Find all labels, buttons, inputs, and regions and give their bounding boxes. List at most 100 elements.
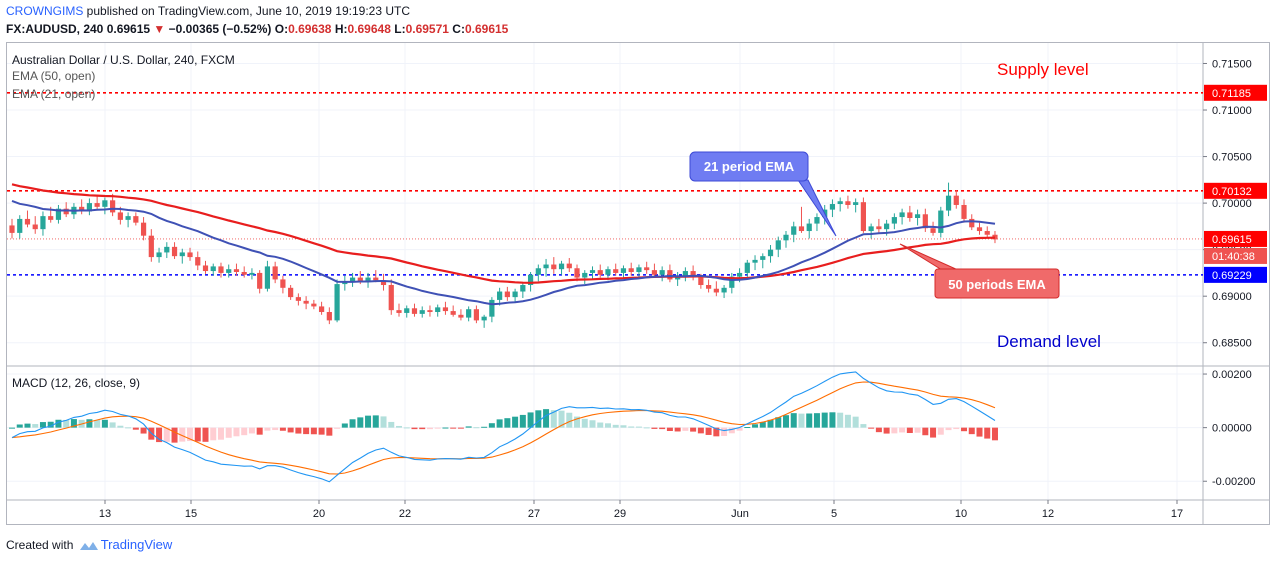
candle-body bbox=[9, 225, 15, 233]
candle-body bbox=[55, 208, 62, 220]
macd-histogram-bar bbox=[132, 427, 139, 430]
macd-histogram-bar bbox=[752, 424, 759, 428]
macd-histogram-bar bbox=[721, 427, 728, 436]
time-tick-label: 5 bbox=[831, 508, 837, 520]
candle-body bbox=[442, 307, 449, 312]
candle-body bbox=[280, 279, 286, 288]
macd-tick-label: -0.00200 bbox=[1212, 476, 1255, 488]
candle-body bbox=[195, 257, 201, 266]
macd-histogram-bar bbox=[380, 416, 387, 428]
publish-header: CROWNGIMS published on TradingView.com, … bbox=[6, 4, 410, 18]
time-tick-label: 13 bbox=[99, 508, 111, 520]
time-tick-label: 15 bbox=[185, 508, 197, 520]
candle-body bbox=[814, 217, 820, 224]
tradingview-logo-icon bbox=[79, 541, 98, 550]
macd-histogram-bar bbox=[248, 427, 255, 434]
low-label: L: bbox=[394, 22, 406, 36]
macd-histogram-bar bbox=[179, 427, 186, 442]
candle-body bbox=[357, 277, 363, 282]
open-value: 0.69638 bbox=[288, 22, 332, 36]
candle-body bbox=[435, 307, 441, 313]
macd-histogram-bar bbox=[109, 422, 116, 428]
candle-body bbox=[504, 291, 510, 298]
candle-body bbox=[706, 285, 712, 289]
candle-body bbox=[760, 256, 766, 260]
candle-body bbox=[589, 270, 596, 273]
ema-lines bbox=[11, 183, 996, 306]
macd-tick-label: 0.00200 bbox=[1212, 369, 1252, 381]
candle-body bbox=[110, 200, 116, 213]
candle-body bbox=[404, 308, 410, 313]
author-name[interactable]: CROWNGIMS bbox=[6, 4, 84, 18]
macd-histogram-bar bbox=[543, 409, 550, 428]
candle-body bbox=[373, 277, 379, 281]
symbol-line: FX:AUDUSD, 240 0.69615 bbox=[6, 22, 151, 36]
candle-body bbox=[233, 269, 240, 272]
demand-level-label: Demand level bbox=[997, 332, 1101, 351]
candle-body bbox=[303, 300, 309, 304]
candle-body bbox=[899, 212, 905, 218]
macd-histogram-bar bbox=[326, 427, 333, 436]
candle-body bbox=[853, 202, 859, 205]
candle-body bbox=[775, 240, 781, 250]
candle-body bbox=[489, 299, 495, 317]
tradingview-brand[interactable]: TradingView bbox=[100, 537, 173, 552]
macd-histogram-bar bbox=[419, 427, 426, 430]
candle-body bbox=[396, 310, 402, 313]
candle-body bbox=[914, 214, 921, 218]
macd-histogram-bar bbox=[519, 414, 526, 428]
macd-histogram-bar bbox=[194, 427, 201, 442]
macd-histogram-bar bbox=[705, 427, 712, 435]
macd-histogram-bar bbox=[589, 420, 596, 428]
macd-line bbox=[11, 371, 996, 483]
candle-body bbox=[264, 266, 271, 289]
macd-histogram-bar bbox=[512, 416, 519, 428]
macd-histogram-bar bbox=[334, 427, 341, 429]
macd-histogram-bar bbox=[450, 427, 457, 429]
macd-histogram-bar bbox=[682, 427, 689, 431]
macd-histogram-bar bbox=[620, 425, 627, 428]
candle-body bbox=[620, 268, 627, 273]
chart-frame bbox=[6, 42, 1270, 525]
macd-histogram-bar bbox=[9, 427, 15, 429]
macd-histogram-bar bbox=[287, 427, 294, 433]
macd-histogram-bar bbox=[171, 427, 178, 443]
candle-body bbox=[976, 227, 983, 232]
time-tick-label: 17 bbox=[1171, 508, 1183, 520]
high-label: H: bbox=[334, 22, 348, 36]
candle-body bbox=[450, 311, 456, 315]
price-change: −0.00365 (−0.52%) bbox=[168, 22, 272, 36]
horizontal-levels bbox=[7, 91, 1203, 276]
candle-body bbox=[334, 284, 340, 321]
created-with-text: Created with bbox=[6, 538, 74, 552]
macd-histogram-bar bbox=[651, 427, 658, 429]
ema50-line bbox=[11, 183, 996, 284]
candle-body bbox=[171, 246, 178, 257]
macd-histogram-bar bbox=[70, 419, 77, 428]
macd-histogram-bar bbox=[349, 419, 356, 428]
candle-body bbox=[907, 212, 913, 218]
candle-body bbox=[140, 222, 147, 236]
candle-body bbox=[837, 201, 843, 205]
price-label-text: 0.69615 bbox=[1212, 234, 1252, 246]
macd-histogram-bar bbox=[806, 413, 813, 428]
candle-body bbox=[365, 277, 371, 282]
candle-body bbox=[744, 262, 750, 273]
price-tick-label: 0.71500 bbox=[1212, 58, 1252, 70]
macd-histogram-bar bbox=[968, 427, 975, 435]
ema21-legend: EMA (21, open) bbox=[12, 87, 95, 101]
macd-histogram-bar bbox=[272, 427, 279, 431]
macd-histogram-bar bbox=[217, 427, 224, 440]
macd-histogram-bar bbox=[697, 427, 704, 434]
macd-histogram-bar bbox=[875, 427, 882, 433]
candle-body bbox=[953, 195, 959, 205]
macd-histogram-bar bbox=[659, 427, 666, 430]
price-tick-label: 0.69000 bbox=[1212, 291, 1252, 303]
macd-histogram-bar bbox=[264, 427, 271, 431]
candle-body bbox=[582, 272, 588, 278]
price-axis: 0.715000.710000.705000.700000.695000.690… bbox=[1203, 58, 1267, 488]
candle-body bbox=[40, 216, 46, 230]
candle-body bbox=[961, 204, 967, 219]
candle-body bbox=[651, 270, 658, 275]
